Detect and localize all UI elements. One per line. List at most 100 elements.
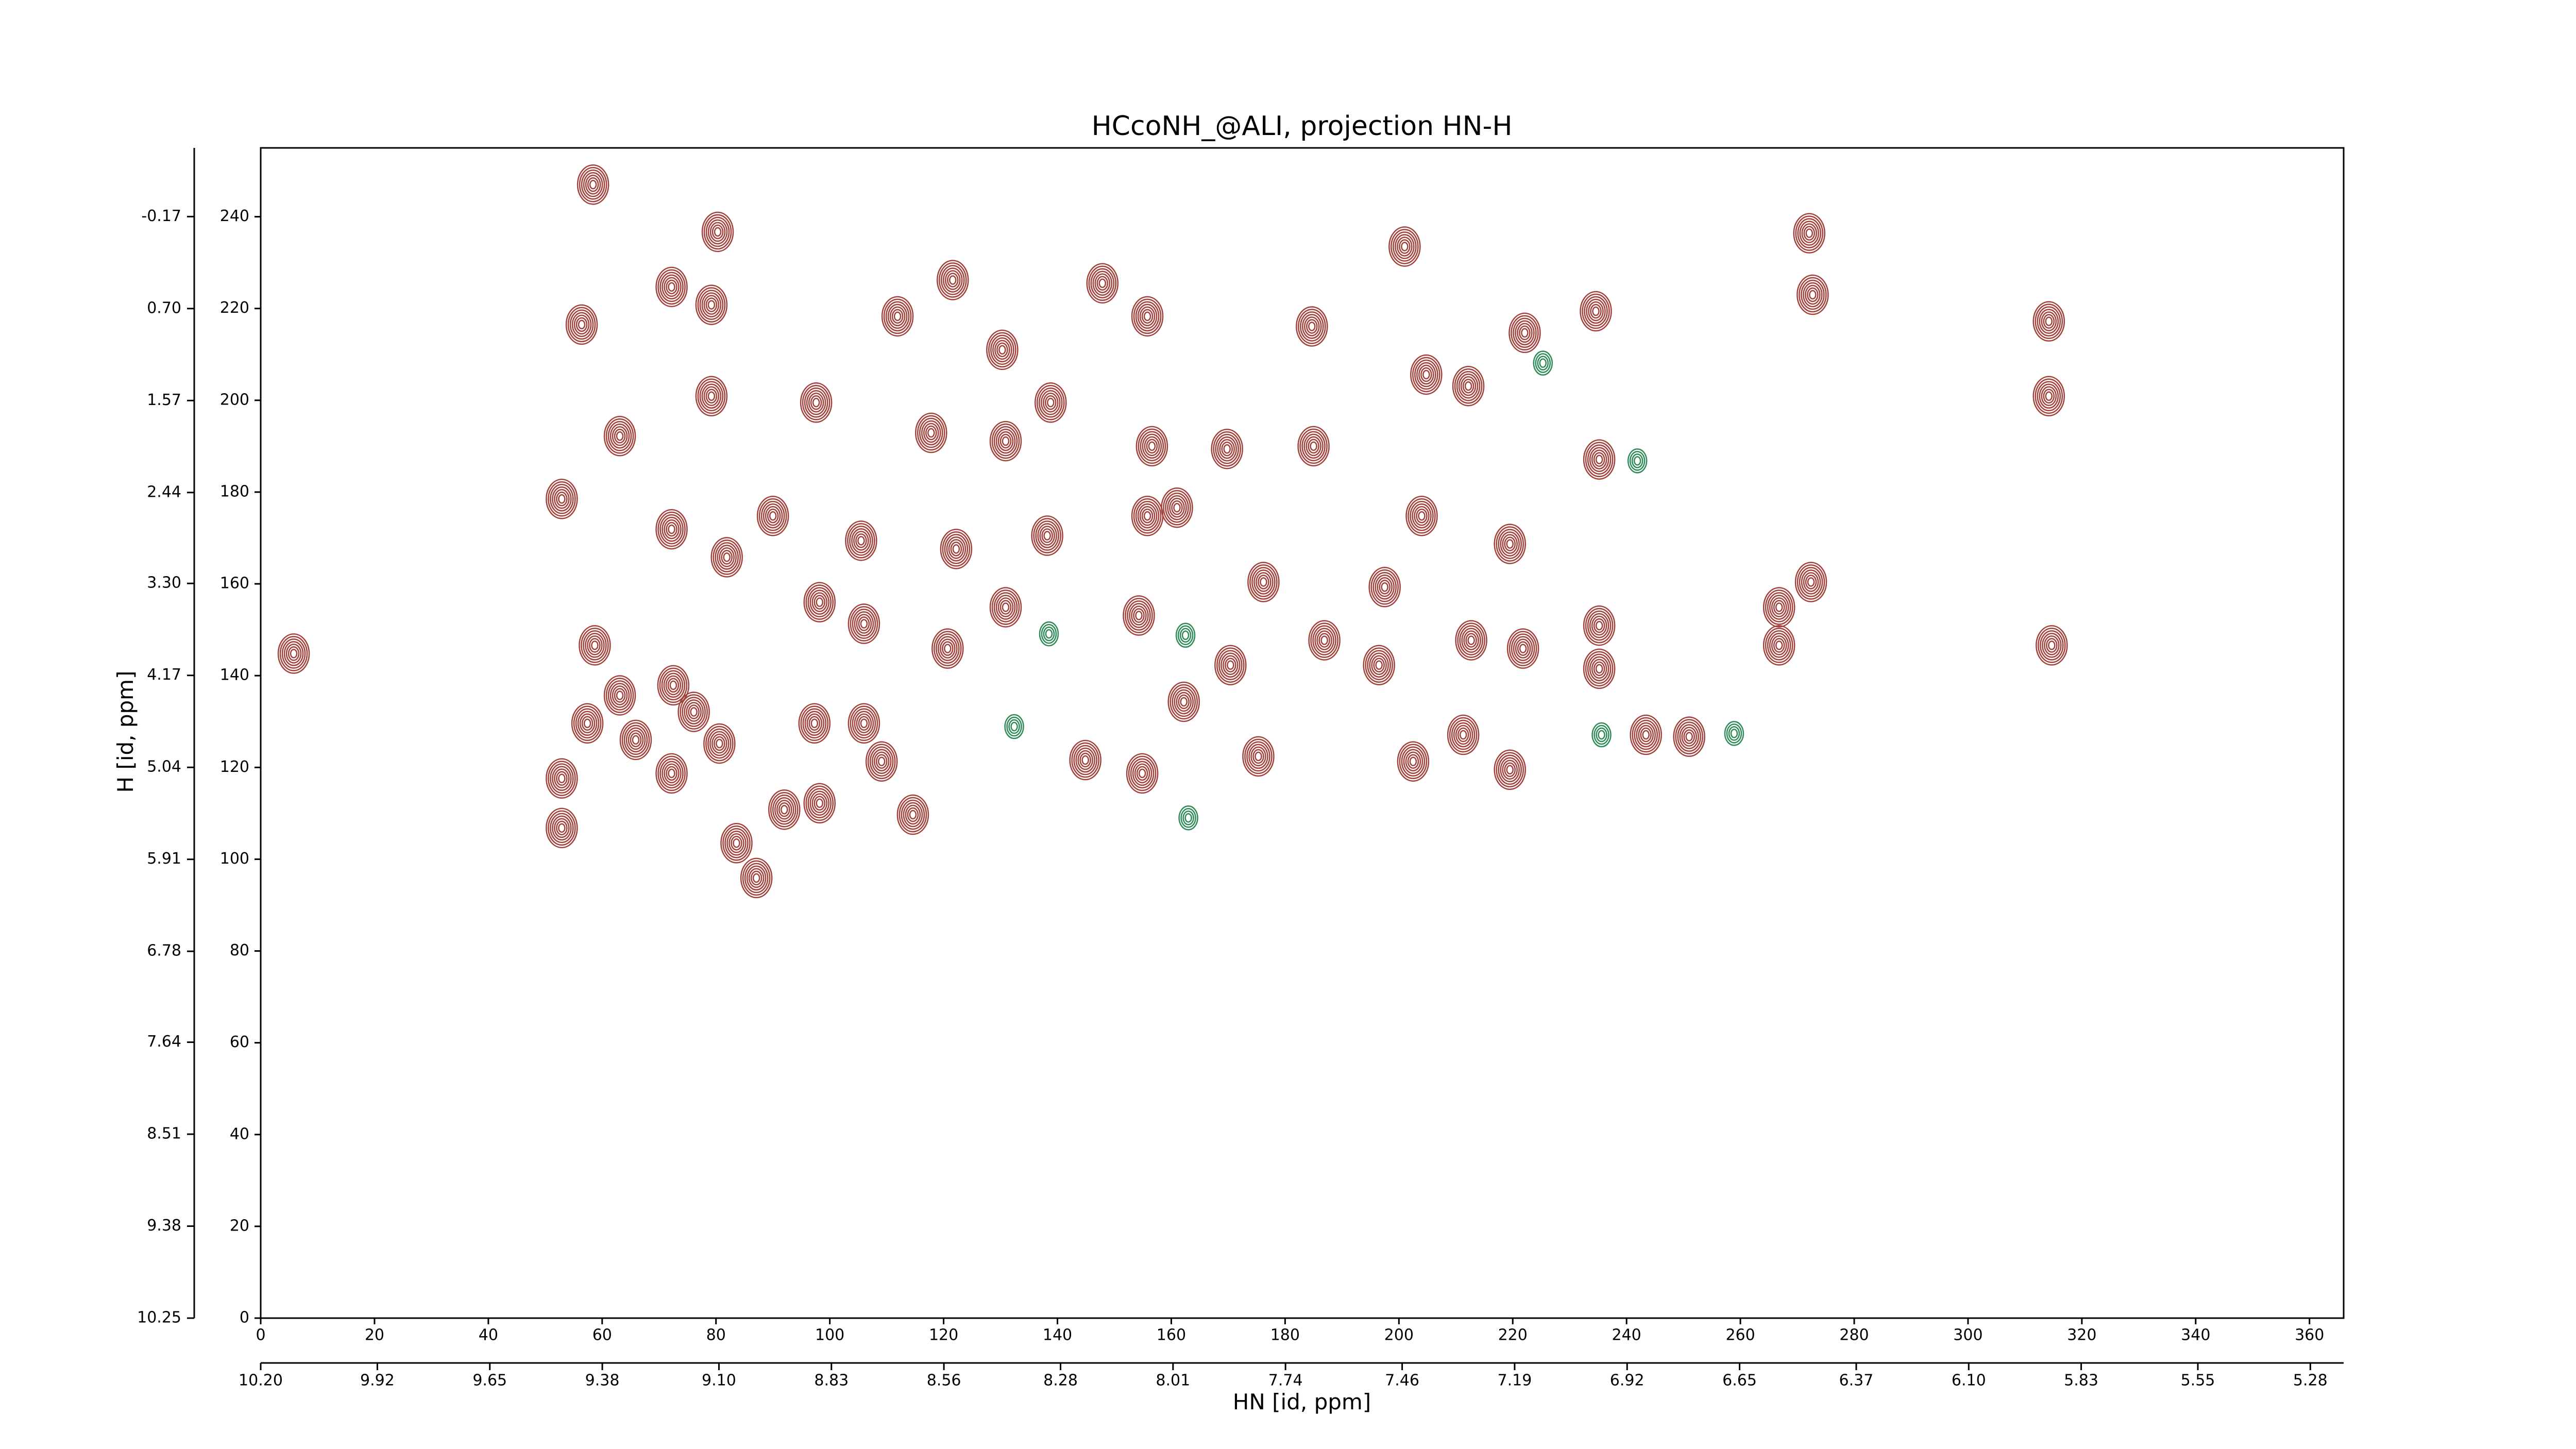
contour-ring [1039,621,1059,647]
contour-ring [659,514,684,545]
contour-ring [1809,290,1817,300]
contour-ring [1587,653,1612,684]
contour-ring [558,773,566,783]
x2-tick-label: 5.55 [2181,1372,2215,1390]
contour-ring [809,589,830,615]
peak-contour [865,741,898,782]
contour-ring [986,329,1019,370]
peak-contour [1242,736,1275,777]
contour-ring [1090,268,1115,298]
peak-contour [655,266,688,308]
contour-ring [1075,747,1095,773]
peak-contour [579,625,611,666]
contour-ring [1452,365,1485,407]
peak-contour [2032,301,2065,342]
contour-ring [1515,638,1531,659]
y-tick-label: 60 [230,1033,249,1051]
contour-ring [1081,755,1089,765]
contour-ring [804,711,825,736]
contour-ring [1300,311,1324,342]
contour-ring [915,412,947,453]
y-tick-label: 100 [220,850,249,868]
contour-ring [715,542,739,572]
peak-contour [1793,213,1825,254]
contour-ring [1583,648,1616,689]
peak-contour [1397,741,1430,782]
contour-ring [1131,296,1164,337]
contour-ring [927,428,935,438]
contour-ring [934,631,962,666]
contour-ring [666,766,677,781]
contour-ring [2032,376,2065,417]
contour-ring [852,708,876,739]
peak-contour [1131,496,1164,536]
peak-contour [1368,567,1401,608]
contour-ring [997,431,1014,451]
contour-ring [798,703,831,744]
contour-ring [1137,503,1158,529]
peak-contour [1034,382,1067,423]
contour-ring [1519,644,1527,653]
contour-ring [703,386,720,407]
contour-ring [1799,277,1827,313]
contour-ring [659,272,684,302]
contour-ring [1372,572,1397,602]
contour-ring [803,783,836,824]
contour-ring [1258,575,1269,589]
contour-ring [719,547,735,567]
contour-ring [769,511,777,521]
peak-contour [577,164,609,205]
contour-ring [1462,378,1475,394]
contour-ring [1454,368,1483,404]
peak-contour [603,416,636,457]
contour-ring [1513,636,1533,661]
x-tick-label: 80 [706,1326,726,1344]
contour-ring [1167,681,1200,722]
contour-ring [1765,628,1793,663]
contour-ring [942,267,963,293]
contour-ring [1583,439,1616,480]
contour-ring [1591,722,1612,748]
contour-ring [856,713,872,734]
contour-ring [565,304,598,345]
peak-contour [1214,645,1247,685]
contour-ring [1673,716,1705,757]
contour-ring [860,718,868,729]
x-tick-label: 360 [2295,1326,2324,1344]
contour-ring [1098,278,1107,288]
contour-ring [1213,431,1241,467]
x2-tick-label: 7.74 [1268,1372,1303,1390]
contour-ring [752,873,760,883]
contour-ring [1726,723,1742,744]
x-tick-label: 320 [2067,1326,2096,1344]
contour-ring [950,542,962,557]
contour-ring [993,426,1018,457]
contour-ring [811,793,828,814]
contour-ring [1675,719,1703,754]
y2-tick-label: 6.78 [147,942,181,960]
x2-tick-label: 5.28 [2293,1372,2328,1390]
contour-ring [1502,534,1518,554]
contour-ring [1410,354,1443,395]
contour-ring [1375,575,1395,600]
contour-ring [1630,714,1662,755]
contour-ring [701,383,722,409]
contour-ring [546,479,578,519]
peak-contour [1494,749,1526,790]
contour-ring [1410,501,1434,531]
x2-tick-label: 8.01 [1156,1372,1190,1390]
contour-ring [857,536,865,546]
contour-ring [1589,656,1609,682]
contour-ring [814,796,826,811]
contour-ring [1077,750,1093,770]
contour-ring [1767,592,1791,622]
contour-ring [995,595,1016,620]
peak-contour [1039,621,1059,647]
peak-contour [940,529,973,569]
contour-ring [1225,658,1236,672]
contour-ring [1504,536,1516,551]
peak-contour [619,719,652,761]
contour-ring [1775,602,1783,612]
contour-ring [1248,744,1268,769]
contour-ring [1165,492,1189,523]
